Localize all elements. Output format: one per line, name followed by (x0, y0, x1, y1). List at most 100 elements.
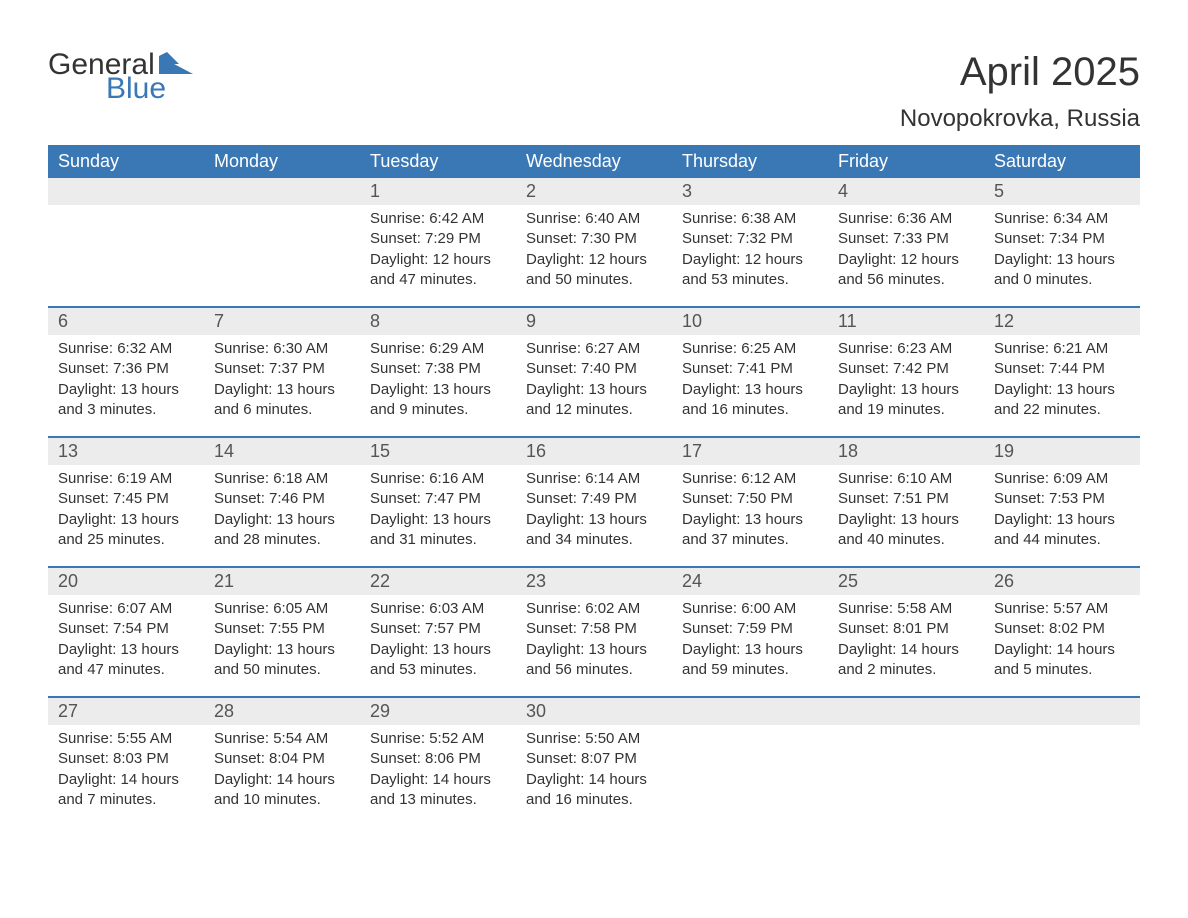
day-details: Sunrise: 6:25 AMSunset: 7:41 PMDaylight:… (672, 335, 828, 434)
calendar-week-row: 13Sunrise: 6:19 AMSunset: 7:45 PMDayligh… (48, 436, 1140, 566)
day-number: 28 (204, 698, 360, 725)
sunrise-line: Sunrise: 6:10 AM (838, 469, 974, 489)
daylight-line: Daylight: 12 hours and 50 minutes. (526, 250, 662, 291)
sunset-line: Sunset: 8:01 PM (838, 619, 974, 639)
daylight-line: Daylight: 12 hours and 53 minutes. (682, 250, 818, 291)
day-details: Sunrise: 6:07 AMSunset: 7:54 PMDaylight:… (48, 595, 204, 694)
calendar-day-cell (828, 698, 984, 826)
daylight-line: Daylight: 12 hours and 47 minutes. (370, 250, 506, 291)
daylight-line: Daylight: 13 hours and 53 minutes. (370, 640, 506, 681)
sunrise-line: Sunrise: 6:19 AM (58, 469, 194, 489)
day-number: 7 (204, 308, 360, 335)
sunset-line: Sunset: 7:57 PM (370, 619, 506, 639)
sunrise-line: Sunrise: 6:42 AM (370, 209, 506, 229)
day-details: Sunrise: 6:10 AMSunset: 7:51 PMDaylight:… (828, 465, 984, 564)
sunset-line: Sunset: 8:03 PM (58, 749, 194, 769)
sunrise-line: Sunrise: 6:05 AM (214, 599, 350, 619)
daylight-line: Daylight: 14 hours and 5 minutes. (994, 640, 1130, 681)
day-number: 27 (48, 698, 204, 725)
daylight-line: Daylight: 13 hours and 3 minutes. (58, 380, 194, 421)
sunset-line: Sunset: 7:44 PM (994, 359, 1130, 379)
day-details: Sunrise: 6:21 AMSunset: 7:44 PMDaylight:… (984, 335, 1140, 434)
calendar-day-cell (48, 178, 204, 306)
day-details (204, 205, 360, 305)
day-details: Sunrise: 6:14 AMSunset: 7:49 PMDaylight:… (516, 465, 672, 564)
sunset-line: Sunset: 8:07 PM (526, 749, 662, 769)
day-details: Sunrise: 6:27 AMSunset: 7:40 PMDaylight:… (516, 335, 672, 434)
calendar-day-cell: 4Sunrise: 6:36 AMSunset: 7:33 PMDaylight… (828, 178, 984, 306)
day-details: Sunrise: 5:55 AMSunset: 8:03 PMDaylight:… (48, 725, 204, 824)
daylight-line: Daylight: 13 hours and 31 minutes. (370, 510, 506, 551)
day-details: Sunrise: 6:18 AMSunset: 7:46 PMDaylight:… (204, 465, 360, 564)
daylight-line: Daylight: 13 hours and 40 minutes. (838, 510, 974, 551)
sunset-line: Sunset: 7:58 PM (526, 619, 662, 639)
sunrise-line: Sunrise: 6:14 AM (526, 469, 662, 489)
calendar-day-cell: 2Sunrise: 6:40 AMSunset: 7:30 PMDaylight… (516, 178, 672, 306)
sunrise-line: Sunrise: 6:30 AM (214, 339, 350, 359)
day-details (984, 725, 1140, 825)
calendar-header-cell: Wednesday (516, 145, 672, 178)
day-details: Sunrise: 6:32 AMSunset: 7:36 PMDaylight:… (48, 335, 204, 434)
day-number: 13 (48, 438, 204, 465)
sunrise-line: Sunrise: 6:40 AM (526, 209, 662, 229)
day-details: Sunrise: 6:36 AMSunset: 7:33 PMDaylight:… (828, 205, 984, 304)
calendar-day-cell: 19Sunrise: 6:09 AMSunset: 7:53 PMDayligh… (984, 438, 1140, 566)
calendar-day-cell: 22Sunrise: 6:03 AMSunset: 7:57 PMDayligh… (360, 568, 516, 696)
daylight-line: Daylight: 13 hours and 37 minutes. (682, 510, 818, 551)
daylight-line: Daylight: 13 hours and 9 minutes. (370, 380, 506, 421)
sunrise-line: Sunrise: 6:07 AM (58, 599, 194, 619)
calendar-body: 1Sunrise: 6:42 AMSunset: 7:29 PMDaylight… (48, 178, 1140, 826)
sunrise-line: Sunrise: 6:16 AM (370, 469, 506, 489)
sunrise-line: Sunrise: 6:21 AM (994, 339, 1130, 359)
sunset-line: Sunset: 7:37 PM (214, 359, 350, 379)
calendar-day-cell: 3Sunrise: 6:38 AMSunset: 7:32 PMDaylight… (672, 178, 828, 306)
calendar-header-row: SundayMondayTuesdayWednesdayThursdayFrid… (48, 145, 1140, 178)
calendar-day-cell: 20Sunrise: 6:07 AMSunset: 7:54 PMDayligh… (48, 568, 204, 696)
sunset-line: Sunset: 7:50 PM (682, 489, 818, 509)
day-number: 17 (672, 438, 828, 465)
day-details (48, 205, 204, 305)
day-details: Sunrise: 6:30 AMSunset: 7:37 PMDaylight:… (204, 335, 360, 434)
sunset-line: Sunset: 7:46 PM (214, 489, 350, 509)
day-number: 4 (828, 178, 984, 205)
day-number: 10 (672, 308, 828, 335)
daylight-line: Daylight: 13 hours and 59 minutes. (682, 640, 818, 681)
day-details: Sunrise: 6:40 AMSunset: 7:30 PMDaylight:… (516, 205, 672, 304)
daylight-line: Daylight: 14 hours and 7 minutes. (58, 770, 194, 811)
day-details: Sunrise: 6:16 AMSunset: 7:47 PMDaylight:… (360, 465, 516, 564)
calendar-day-cell: 15Sunrise: 6:16 AMSunset: 7:47 PMDayligh… (360, 438, 516, 566)
day-details: Sunrise: 5:52 AMSunset: 8:06 PMDaylight:… (360, 725, 516, 824)
calendar-day-cell (204, 178, 360, 306)
day-number: 11 (828, 308, 984, 335)
sunrise-line: Sunrise: 6:34 AM (994, 209, 1130, 229)
sunrise-line: Sunrise: 6:27 AM (526, 339, 662, 359)
calendar-day-cell (672, 698, 828, 826)
day-number (672, 698, 828, 725)
daylight-line: Daylight: 13 hours and 0 minutes. (994, 250, 1130, 291)
calendar-day-cell: 9Sunrise: 6:27 AMSunset: 7:40 PMDaylight… (516, 308, 672, 436)
sunrise-line: Sunrise: 6:02 AM (526, 599, 662, 619)
day-details: Sunrise: 6:12 AMSunset: 7:50 PMDaylight:… (672, 465, 828, 564)
day-details: Sunrise: 6:42 AMSunset: 7:29 PMDaylight:… (360, 205, 516, 304)
sunset-line: Sunset: 7:34 PM (994, 229, 1130, 249)
day-number: 29 (360, 698, 516, 725)
daylight-line: Daylight: 13 hours and 28 minutes. (214, 510, 350, 551)
day-details: Sunrise: 5:54 AMSunset: 8:04 PMDaylight:… (204, 725, 360, 824)
day-number: 24 (672, 568, 828, 595)
sunrise-line: Sunrise: 5:50 AM (526, 729, 662, 749)
calendar-day-cell: 8Sunrise: 6:29 AMSunset: 7:38 PMDaylight… (360, 308, 516, 436)
day-number: 5 (984, 178, 1140, 205)
logo-word-blue: Blue (106, 74, 193, 104)
sunset-line: Sunset: 7:36 PM (58, 359, 194, 379)
sunset-line: Sunset: 7:33 PM (838, 229, 974, 249)
sunrise-line: Sunrise: 6:00 AM (682, 599, 818, 619)
sunset-line: Sunset: 7:40 PM (526, 359, 662, 379)
calendar-day-cell: 24Sunrise: 6:00 AMSunset: 7:59 PMDayligh… (672, 568, 828, 696)
location-label: Novopokrovka, Russia (900, 105, 1140, 133)
sunrise-line: Sunrise: 5:54 AM (214, 729, 350, 749)
sunset-line: Sunset: 8:02 PM (994, 619, 1130, 639)
calendar-day-cell: 21Sunrise: 6:05 AMSunset: 7:55 PMDayligh… (204, 568, 360, 696)
sunrise-line: Sunrise: 6:25 AM (682, 339, 818, 359)
day-number: 12 (984, 308, 1140, 335)
daylight-line: Daylight: 13 hours and 44 minutes. (994, 510, 1130, 551)
